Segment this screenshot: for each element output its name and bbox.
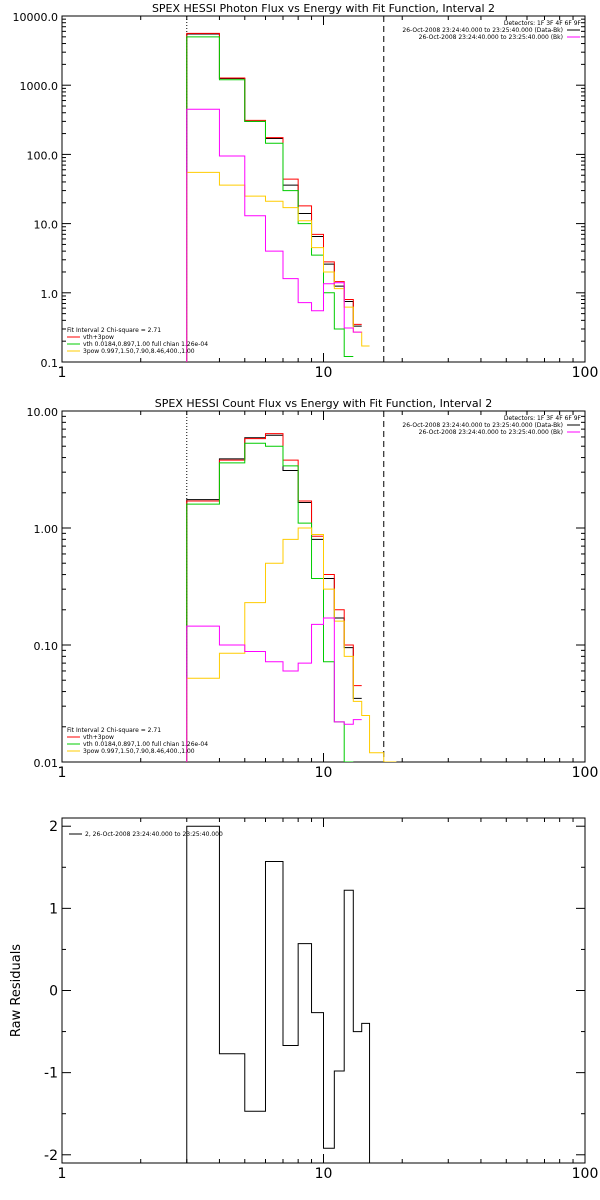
- series-vth-3pow: [186, 433, 362, 762]
- x-tick-label: 1: [58, 365, 67, 381]
- y-tick-label: 0.10: [34, 640, 59, 653]
- chart-title: SPEX HESSI Photon Flux vs Energy with Fi…: [152, 2, 495, 15]
- x-tick-label: 1: [58, 765, 67, 781]
- y-tick-label: 10.00: [27, 406, 59, 419]
- y-tick-label: -1: [44, 1066, 58, 1082]
- y-tick-label: 1000.0: [20, 80, 59, 93]
- legend-entry: vth+3pow: [83, 334, 114, 341]
- y-tick-label: 1.0: [41, 288, 59, 301]
- chart-1: SPEX HESSI Photon Flux vs Energy with Fi…: [13, 2, 599, 381]
- series-data-bk: [186, 434, 362, 762]
- series-group: [186, 433, 397, 762]
- legend-entry: vth 0.0184,0.897,1.00 full chian 1.26e-0…: [83, 741, 208, 748]
- x-tick-label: 10: [315, 765, 333, 781]
- x-tick-label: 100: [572, 765, 599, 781]
- y-tick-label: 1: [49, 901, 58, 917]
- y-tick-label: 100.0: [27, 149, 59, 162]
- x-tick-label: 10: [315, 1166, 333, 1182]
- x-tick-label: 100: [572, 1166, 599, 1182]
- legend-entry: vth+3pow: [83, 734, 114, 741]
- series-group: [186, 825, 371, 1163]
- series-2-26-oct-2008-23-24-40-000-to-23-25-40-000: [186, 825, 371, 1163]
- series-vth-3pow: [186, 32, 362, 362]
- x-tick-label: 10: [315, 365, 333, 381]
- y-tick-label: 0.1: [41, 357, 59, 370]
- legend-entry: 3pow 0.997,1.50,7.90,8.46,400.,1.00: [83, 348, 195, 355]
- legend-entry: vth 0.0184,0.897,1.00 full chian 1.26e-0…: [83, 341, 208, 348]
- fit-label: Fit Interval 2 Chi-square = 2.71: [67, 327, 161, 334]
- series-vth: [186, 36, 354, 362]
- chart-title: SPEX HESSI Count Flux vs Energy with Fit…: [155, 397, 492, 410]
- y-tick-label: -2: [44, 1148, 58, 1164]
- header-line: 26-Oct-2008 23:24:40.000 to 23:25:40.000…: [402, 27, 563, 34]
- detectors-label: Detectors: 1F 3F 4F 6F 9F: [504, 20, 582, 27]
- legend-entry: 2, 26-Oct-2008 23:24:40.000 to 23:25:40.…: [85, 831, 223, 838]
- y-tick-label: 1.00: [34, 523, 59, 536]
- series-group: [186, 32, 370, 362]
- chart-2: SPEX HESSI Count Flux vs Energy with Fit…: [27, 397, 599, 781]
- series-3pow: [186, 527, 397, 762]
- y-tick-label: 0: [49, 984, 58, 1000]
- detectors-label: Detectors: 1F 3F 4F 6F 9F: [504, 415, 582, 422]
- y-axis-label: Raw Residuals: [9, 944, 24, 1037]
- series-data-bk: [186, 33, 362, 362]
- series-bk: [186, 617, 362, 762]
- series-vth: [186, 442, 354, 762]
- x-tick-label: 1: [58, 1166, 67, 1182]
- y-tick-label: 10000.0: [13, 11, 59, 24]
- x-tick-label: 100: [572, 365, 599, 381]
- series-3pow: [186, 171, 370, 362]
- legend-entry: 3pow 0.997,1.50,7.90,8.46,400.,1.00: [83, 748, 195, 755]
- y-tick-label: 2: [49, 819, 58, 835]
- header-line: 26-Oct-2008 23:24:40.000 to 23:25:40.000…: [419, 34, 563, 41]
- fit-label: Fit Interval 2 Chi-square = 2.71: [67, 727, 161, 734]
- y-tick-label: 0.01: [34, 757, 59, 770]
- y-tick-label: 10.0: [34, 219, 59, 232]
- series-bk: [186, 108, 362, 362]
- header-line: 26-Oct-2008 23:24:40.000 to 23:25:40.000…: [419, 429, 563, 436]
- header-line: 26-Oct-2008 23:24:40.000 to 23:25:40.000…: [402, 422, 563, 429]
